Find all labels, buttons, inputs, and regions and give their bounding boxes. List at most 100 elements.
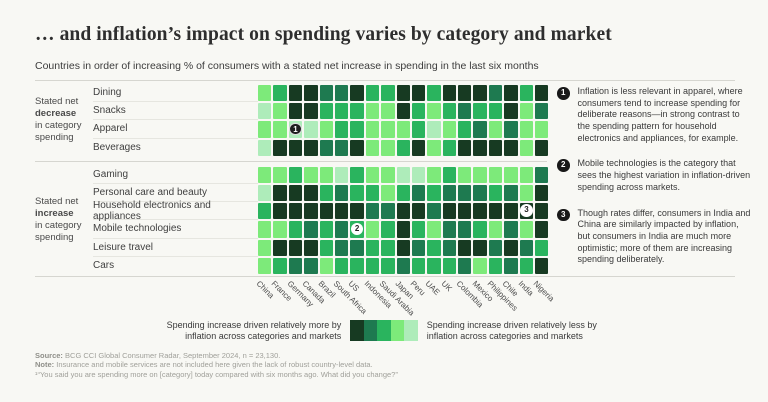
heatmap-cell: [473, 121, 487, 138]
heatmap-cell: [473, 103, 487, 120]
heatmap-cell: [396, 239, 410, 256]
heatmap-cell: [365, 85, 380, 102]
heatmap-cell: [535, 139, 549, 156]
heatmap-cell: [334, 85, 349, 102]
heatmap-cell: [519, 239, 534, 256]
heatmap-cell: [411, 239, 426, 256]
heatmap-cell: [304, 257, 318, 274]
heatmap-cell: [488, 121, 503, 138]
heatmap-cell: [396, 139, 410, 156]
heatmap-cell: [458, 239, 472, 256]
heatmap-cell: [535, 257, 549, 274]
heatmap-cell: [519, 221, 534, 238]
heatmap-cell: [350, 203, 364, 220]
heatmap-cell: [258, 121, 272, 138]
category-label: Gaming: [93, 166, 258, 184]
category-labels: Dining Snacks Apparel Beverages: [93, 84, 258, 157]
heatmap-cell: [488, 166, 503, 183]
heatmap-cell: [273, 203, 287, 220]
heatmap-cell: [319, 257, 333, 274]
legend-swatch: [363, 320, 378, 342]
legend-swatch: [404, 320, 418, 342]
heatmap-cell: [504, 239, 518, 256]
row-group: Stated net increase in category spending…: [35, 166, 555, 275]
heatmap-cell: [334, 166, 349, 183]
heatmap-cell: [258, 221, 272, 238]
heatmap-cell: [535, 103, 549, 120]
heatmap-cell: [350, 257, 364, 274]
heatmap-cell: [304, 203, 318, 220]
heatmap-cell: [504, 221, 518, 238]
heatmap-cell: [273, 221, 287, 238]
heatmap-cell: [535, 239, 549, 256]
divider-bottom: [35, 276, 735, 277]
heatmap-cell: [411, 139, 426, 156]
country-label: India: [516, 279, 536, 298]
annotation: 1 Inflation is less relevant in apparel, …: [557, 86, 751, 144]
heatmap-cell: [396, 121, 410, 138]
heatmap-cell: [258, 203, 272, 220]
country-label: Nigeria: [531, 279, 557, 304]
heatmap-cell: [304, 121, 318, 138]
heatmap-cell: [288, 203, 303, 220]
heatmap-cell: [273, 103, 287, 120]
heatmap-cell: [381, 85, 395, 102]
divider-middle: [35, 161, 547, 162]
heatmap-cell: [442, 121, 457, 138]
heatmap-cell: [365, 103, 380, 120]
heatmap-cell: [381, 166, 395, 183]
legend-label-less: Spending increase driven relatively less…: [426, 320, 597, 341]
heatmap-cell: [504, 184, 518, 202]
heatmap-cell: [334, 221, 349, 238]
heatmap-cell: [319, 166, 333, 183]
group-label: Stated net decrease in category spending: [35, 96, 82, 144]
heatmap-cell: [458, 184, 472, 202]
legend-scale: [350, 320, 418, 342]
footnotes: Source: BCG CCI Global Consumer Radar, S…: [35, 351, 735, 379]
group-label: Stated net increase in category spending: [35, 196, 82, 244]
heatmap-cell: [396, 221, 410, 238]
heatmap-cell: [334, 103, 349, 120]
heatmap-cell: [504, 121, 518, 138]
heatmap-cell: [381, 139, 395, 156]
country-axis: China France Germany Canada Brazil South Afri…: [255, 277, 558, 321]
heatmap-cell: [458, 166, 472, 183]
heatmap-cell: [350, 121, 364, 138]
heatmap-cell: [304, 103, 318, 120]
heatmap-cell: [381, 257, 395, 274]
heatmap-cell: [288, 166, 303, 183]
annotation-number: 3: [557, 208, 570, 221]
heatmap-cell: [304, 166, 318, 183]
legend-label-more: Spending increase driven relatively more…: [166, 320, 342, 341]
heatmap-cell: [442, 239, 457, 256]
heatmap-cell: [319, 121, 333, 138]
heatmap-cell: [319, 139, 333, 156]
heatmap-cell: [488, 257, 503, 274]
heatmap-cell: [427, 166, 441, 183]
page-title: … and inflation’s impact on spending var…: [35, 24, 612, 45]
heatmap-cell: [258, 139, 272, 156]
heatmap-cell: [288, 184, 303, 202]
heatmap-cell: [411, 85, 426, 102]
footnote-line: Source: BCG CCI Global Consumer Radar, S…: [35, 351, 281, 360]
heatmap-cell: [381, 221, 395, 238]
heatmap-cell: [458, 221, 472, 238]
heatmap-cell: [458, 139, 472, 156]
heatmap-cell: [442, 139, 457, 156]
heatmap-cell: [334, 184, 349, 202]
annotation-text: Though rates differ, consumers in India …: [577, 207, 751, 265]
heatmap-cell: [427, 121, 441, 138]
heatmap-cell: [411, 203, 426, 220]
heatmap-cell: [519, 257, 534, 274]
callout-badge-2: 2: [350, 222, 364, 236]
heatmap-cell: [273, 85, 287, 102]
heatmap-cell: [458, 85, 472, 102]
heatmap-cell: [258, 184, 272, 202]
heatmap-cell: [427, 239, 441, 256]
country-label: UAE: [424, 279, 443, 297]
heatmap-cell: [411, 103, 426, 120]
heatmap-cell: [365, 184, 380, 202]
heatmap-cell: [488, 203, 503, 220]
heatmap-cell: [258, 103, 272, 120]
annotation-number: 2: [557, 159, 570, 172]
